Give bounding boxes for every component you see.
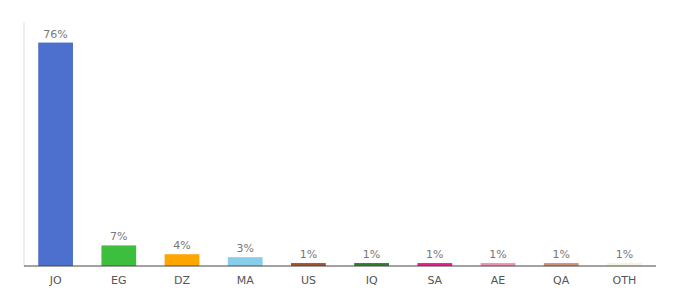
data-label: 1% (300, 248, 317, 261)
data-label: 3% (236, 242, 253, 255)
bars (38, 43, 642, 266)
x-tick-label: MA (237, 274, 254, 287)
data-label: 1% (426, 248, 443, 261)
x-tick-labels: JO EG DZ MA US IQ SA AE QA OTH (49, 274, 637, 287)
x-tick-label: EG (111, 274, 126, 287)
data-labels: 76% 7% 4% 3% 1% 1% 1% 1% 1% 1% (43, 28, 633, 261)
data-label: 76% (43, 28, 67, 41)
bar (165, 254, 200, 266)
data-label: 1% (363, 248, 380, 261)
x-tick-label: IQ (366, 274, 378, 287)
x-axis-line (24, 266, 656, 267)
x-tick-label: OTH (613, 274, 637, 287)
bar (101, 245, 136, 266)
x-tick-label: QA (553, 274, 570, 287)
x-tick-label: SA (427, 274, 442, 287)
data-label: 4% (173, 239, 190, 252)
bar (228, 257, 263, 266)
data-label: 1% (489, 248, 506, 261)
x-tick-label: US (301, 274, 316, 287)
x-tick-label: JO (49, 274, 62, 287)
data-label: 1% (552, 248, 569, 261)
data-label: 7% (110, 230, 127, 243)
x-tick-label: DZ (174, 274, 190, 287)
data-label: 1% (616, 248, 633, 261)
y-axis-line (24, 22, 25, 266)
chart-svg: 76% 7% 4% 3% 1% 1% 1% 1% 1% 1% JO EG DZ MA US IQ SA AE QA O… (0, 0, 680, 300)
x-tick-label: AE (491, 274, 506, 287)
bar (38, 43, 73, 266)
chart-container: 76% 7% 4% 3% 1% 1% 1% 1% 1% 1% JO EG DZ MA US IQ SA AE QA O… (0, 0, 680, 300)
